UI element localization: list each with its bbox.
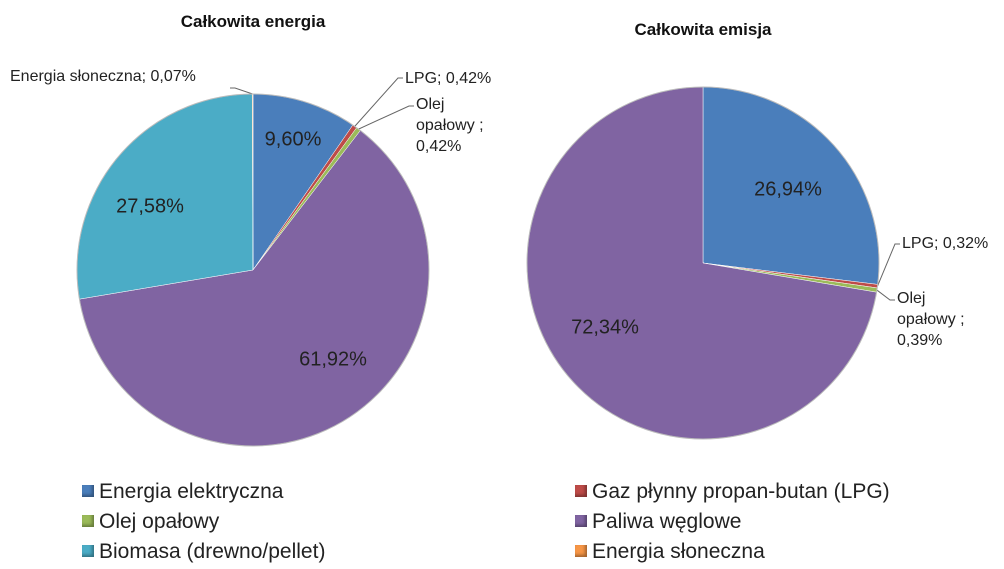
legend-entry: Biomasa (drewno/pellet)	[82, 540, 325, 564]
value-label: 72,34%	[571, 316, 639, 339]
legend-label: Energia słoneczna	[592, 540, 765, 563]
value-label: LPG; 0,42%	[405, 70, 492, 87]
legend-entry: Olej opałowy	[82, 510, 219, 534]
legend-label: Gaz płynny propan-butan (LPG)	[592, 480, 890, 503]
legend-swatch	[575, 515, 587, 527]
chart-title: Całkowita energia	[180, 12, 326, 31]
pie-outline	[76, 93, 430, 447]
value-label: 26,94%	[754, 178, 822, 201]
value-label: Energia słoneczna; 0,07%	[10, 68, 196, 85]
legend-label: Paliwa węglowe	[592, 510, 742, 533]
leader-line	[230, 87, 253, 95]
chart-title: Całkowita emisja	[634, 20, 772, 39]
legend-entry: Gaz płynny propan-butan (LPG)	[575, 480, 890, 504]
legend-swatch	[82, 545, 94, 557]
legend-label: Olej opałowy	[99, 510, 220, 533]
value-label: 27,58%	[116, 195, 184, 218]
value-label: 61,92%	[299, 348, 367, 371]
leader-line	[877, 243, 900, 287]
pie-outline	[526, 86, 880, 440]
legend-entry: Paliwa węglowe	[575, 510, 741, 534]
legend-entry: Energia słoneczna	[575, 540, 765, 564]
legend-label: Energia elektryczna	[99, 480, 284, 503]
legend-swatch	[575, 545, 587, 557]
legend-entry: Energia elektryczna	[82, 480, 283, 504]
value-label: 9,60%	[264, 128, 322, 151]
leader-line	[358, 105, 414, 130]
value-label: Olej opałowy ; 0,39%	[897, 290, 965, 349]
leader-line	[354, 77, 403, 127]
legend-swatch	[82, 485, 94, 497]
leader-line	[876, 289, 895, 301]
value-label: LPG; 0,32%	[902, 235, 989, 252]
legend-label: Biomasa (drewno/pellet)	[99, 540, 326, 563]
value-label: Olej opałowy ; 0,42%	[416, 96, 484, 155]
legend-swatch	[575, 485, 587, 497]
legend-swatch	[82, 515, 94, 527]
